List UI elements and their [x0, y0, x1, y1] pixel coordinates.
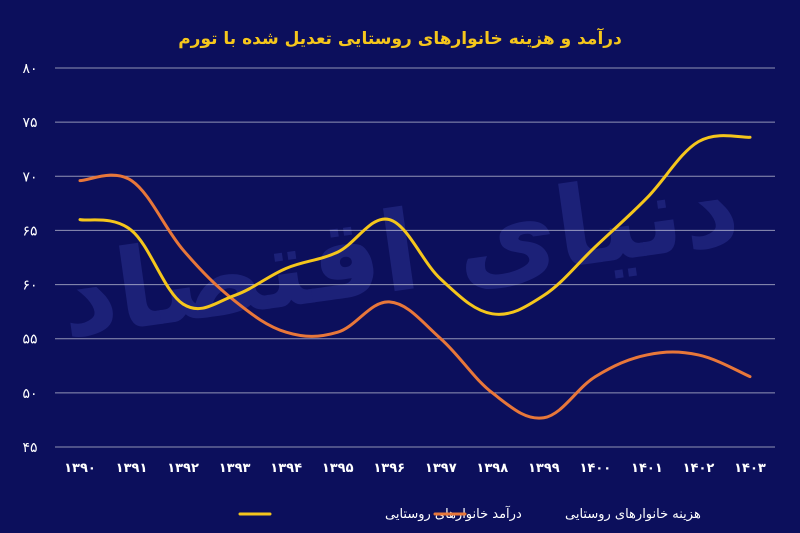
chart-title: درآمد و هزینه خانوارهای روستایی تعدیل شد…	[178, 27, 622, 49]
x-tick-label: ۱۳۹۵	[322, 461, 354, 476]
x-tick-label: ۱۳۹۶	[373, 461, 405, 476]
x-tick-label: ۱۳۹۹	[528, 461, 560, 476]
y-tick-label: ۸۰	[22, 61, 37, 77]
x-tick-label: ۱۳۹۱	[116, 461, 148, 476]
series-lines	[78, 134, 752, 420]
x-tick-label: ۱۳۹۸	[476, 461, 508, 476]
x-tick-label: ۱۳۹۳	[219, 461, 251, 476]
y-axis: ۸۰ ۷۵ ۷۰ ۶۵ ۶۰ ۵۵ ۵۰ ۴۵	[22, 61, 37, 456]
y-tick-label: ۴۵	[22, 440, 37, 456]
y-tick-label: ۷۰	[22, 169, 37, 185]
y-tick-label: ۷۵	[22, 115, 37, 131]
x-tick-label: ۱۴۰۰	[580, 461, 612, 476]
x-tick-label: ۱۳۹۷	[425, 461, 457, 476]
x-tick-label: ۱۴۰۲	[683, 461, 715, 476]
income-series-line	[78, 134, 752, 316]
y-tick-label: ۶۵	[22, 223, 37, 239]
y-tick-label: ۶۰	[22, 278, 37, 294]
x-tick-label: ۱۴۰۳	[734, 461, 766, 476]
watermark-logo: دنیای اقتصاد	[51, 141, 746, 363]
x-tick-label: ۱۳۹۰	[64, 461, 96, 476]
x-tick-label: ۱۳۹۲	[167, 461, 199, 476]
y-tick-label: ۵۰	[22, 386, 37, 402]
legend-item-cost-label: هزینه خانوارهای روستایی	[565, 507, 701, 522]
y-tick-label: ۵۵	[22, 332, 37, 348]
x-tick-label: ۱۴۰۱	[631, 461, 663, 476]
x-axis: ۱۳۹۰ ۱۳۹۱ ۱۳۹۲ ۱۳۹۳ ۱۳۹۴ ۱۳۹۵ ۱۳۹۶ ۱۳۹۷ ۱۳۹۸ ۱۳۹۹…	[64, 461, 766, 476]
cost-series-line	[78, 173, 752, 420]
grid	[55, 67, 775, 448]
x-tick-label: ۱۳۹۴	[270, 461, 302, 476]
